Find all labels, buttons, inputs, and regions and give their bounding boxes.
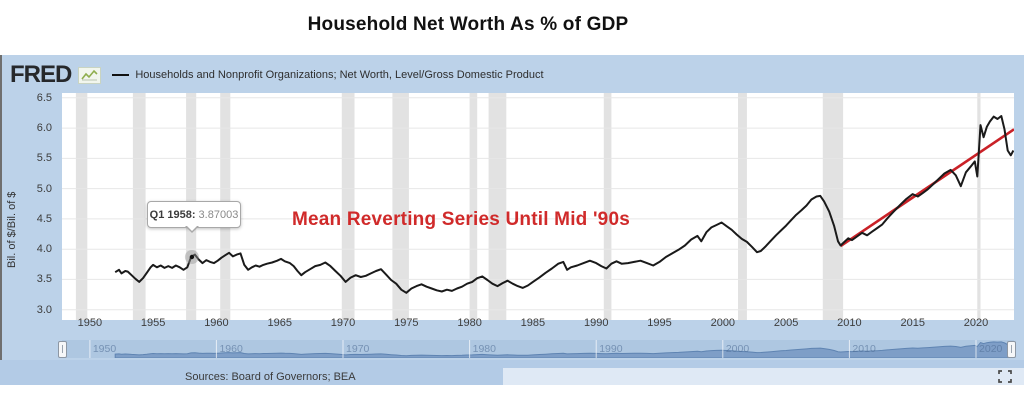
navigator-year-label: 1990 [599, 343, 623, 355]
x-tick-label: 1995 [647, 317, 672, 329]
recession-band [341, 93, 355, 320]
navigator-year-label: 1980 [472, 343, 496, 355]
x-tick-label: 1990 [583, 317, 609, 329]
chart-left-border [0, 55, 2, 385]
navigator-year-label: 2000 [725, 343, 750, 355]
recession-band [738, 93, 747, 320]
user-annotation-text: Mean Reverting Series Until Mid '90s [292, 209, 630, 230]
data-series-line [114, 115, 1015, 294]
x-tick-label: 2015 [900, 317, 925, 329]
bottom-bar: Sources: Board of Governors; BEA [0, 360, 1024, 385]
trend-line [839, 128, 1015, 248]
navigator-year-label: 2020 [979, 343, 1003, 355]
y-tick-label: 6.0 [36, 122, 52, 135]
recession-band [75, 93, 88, 320]
y-tick-label: 3.5 [36, 273, 52, 286]
navigator-sparkline[interactable] [62, 340, 1014, 359]
recession-band [392, 93, 409, 320]
recession-band [822, 93, 844, 320]
recession-band [132, 93, 146, 320]
x-tick-label: 2005 [773, 317, 799, 329]
recession-band [469, 93, 478, 320]
tooltip-pointer [185, 225, 199, 233]
navigator-year-label: 2010 [852, 343, 876, 355]
x-tick-label: 1970 [330, 317, 356, 329]
x-tick-label: 1975 [394, 317, 419, 329]
y-tick-label: 5.0 [36, 182, 52, 195]
chart-header: FRED Households and Nonprofit Organizati… [10, 61, 544, 89]
x-tick-label: 2000 [710, 317, 736, 329]
navigator-left-handle[interactable] [58, 341, 67, 358]
x-tick-label: 1985 [520, 317, 546, 329]
y-tick-label: 4.5 [36, 212, 52, 225]
x-tick-label: 1955 [140, 317, 166, 329]
marker-dot [189, 254, 195, 260]
x-tick-label: 1980 [457, 317, 482, 329]
y-axis-title: Bil. of $/Bil. of $ [6, 191, 18, 269]
fullscreen-expand-icon[interactable] [998, 370, 1014, 384]
x-tick-label: 2020 [963, 317, 989, 329]
data-tooltip: Q1 1958: 3.87003 [147, 201, 241, 233]
tooltip-date: Q1 1958: [149, 208, 196, 221]
recession-band [977, 93, 981, 320]
navigator-right-handle[interactable] [1007, 341, 1016, 358]
fred-sparkline-icon [78, 66, 102, 84]
legend-label: Households and Nonprofit Organizations; … [135, 69, 544, 81]
series-legend: Households and Nonprofit Organizations; … [112, 69, 544, 81]
navigator-year-label: 1950 [92, 343, 117, 355]
legend-line-sample [112, 74, 130, 76]
navigator-area [114, 341, 1014, 359]
y-tick-label: 5.5 [36, 152, 52, 165]
x-tick-label: 1950 [77, 317, 103, 329]
fred-logo[interactable]: FRED [10, 61, 72, 88]
page-title: Household Net Worth As % of GDP [307, 14, 629, 35]
chart-container: FRED Households and Nonprofit Organizati… [0, 55, 1024, 385]
x-tick-label: 1965 [267, 317, 292, 329]
y-tick-label: 6.5 [36, 91, 52, 104]
y-tick-label: 4.0 [36, 243, 52, 256]
bottom-bar-light-strip [503, 368, 1024, 385]
sources-text: Sources: Board of Governors; BEA [185, 371, 356, 383]
navigator-year-label: 1970 [346, 343, 370, 355]
y-tick-label: 3.0 [36, 303, 52, 316]
x-tick-label: 2010 [837, 317, 862, 329]
tooltip-value: 3.87003 [198, 208, 239, 221]
range-navigator[interactable] [62, 340, 1014, 359]
x-tick-label: 1960 [204, 317, 229, 329]
recession-band [488, 93, 507, 320]
navigator-year-label: 1960 [219, 343, 243, 355]
recession-band [603, 93, 612, 320]
